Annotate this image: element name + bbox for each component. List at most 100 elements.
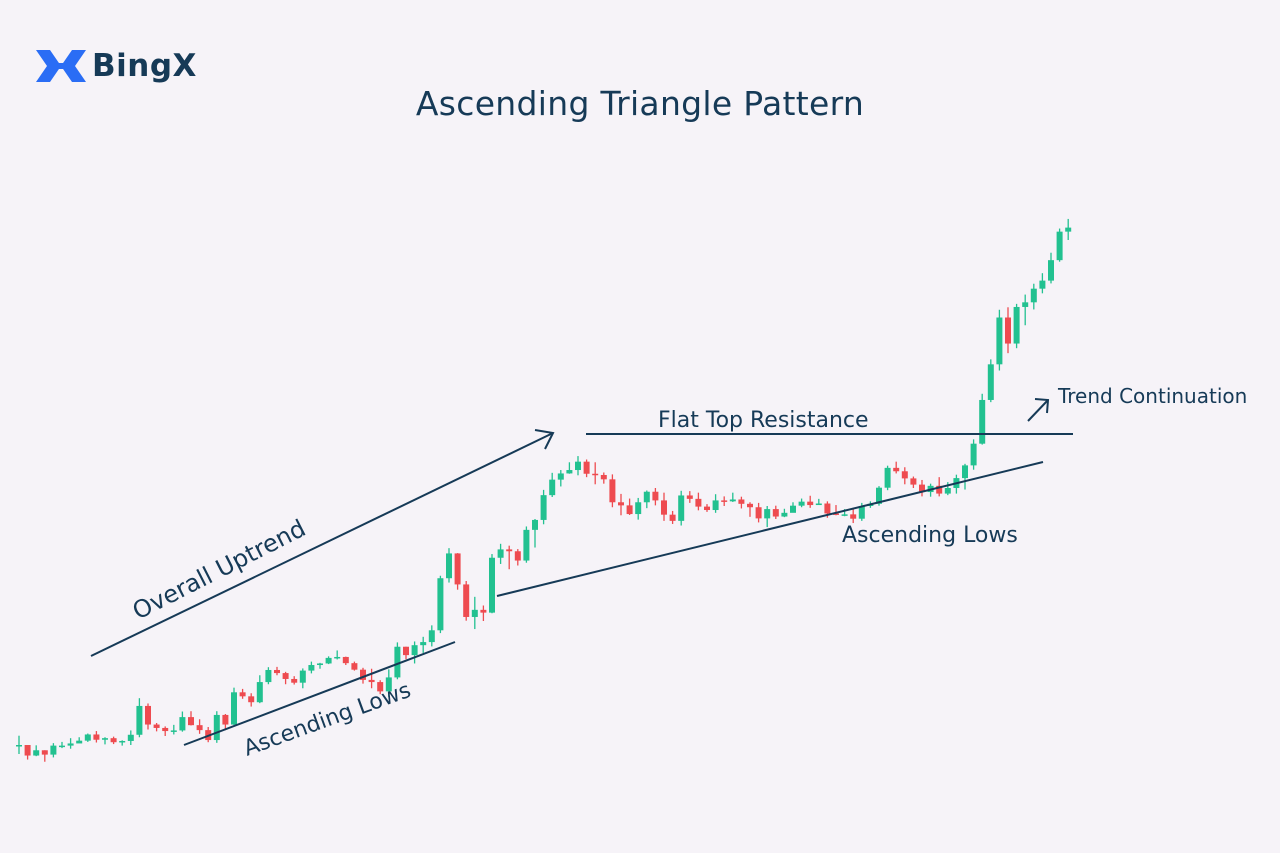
candle <box>609 474 616 508</box>
candle <box>145 703 151 730</box>
candle-body <box>841 514 848 516</box>
candle <box>893 461 900 474</box>
candle-body <box>385 677 392 692</box>
candle <box>24 745 31 760</box>
candle-body <box>1065 227 1072 232</box>
candle-body <box>910 478 917 485</box>
candle <box>377 680 384 695</box>
candle <box>532 519 538 548</box>
candle-body <box>84 734 91 741</box>
candle-body <box>824 503 831 514</box>
candle-body <box>463 584 470 617</box>
candle <box>798 498 805 508</box>
candle-body <box>16 745 22 747</box>
candle-body <box>334 656 341 659</box>
candle-body <box>764 509 771 519</box>
candle-body <box>127 734 134 741</box>
candle <box>987 359 994 403</box>
candle <box>136 698 143 738</box>
candle-body <box>858 505 865 519</box>
candle <box>979 393 986 445</box>
candle <box>618 493 624 516</box>
candle <box>807 495 814 508</box>
candle-body <box>678 495 685 521</box>
candle-body <box>24 745 31 756</box>
candle-body <box>738 499 745 504</box>
candle-body <box>33 750 40 756</box>
candle <box>411 641 418 664</box>
candle-body <box>1039 280 1046 289</box>
candle <box>162 726 169 737</box>
candle <box>540 489 547 525</box>
candle <box>489 554 495 614</box>
candle <box>84 733 91 742</box>
candle <box>1065 218 1072 241</box>
candle-body <box>540 495 547 520</box>
candle <box>652 488 659 506</box>
candle <box>790 502 796 513</box>
candle-body <box>1005 317 1011 344</box>
candle <box>256 675 263 704</box>
candle-body <box>110 738 117 743</box>
candle-body <box>979 399 986 444</box>
candle-body <box>729 499 736 502</box>
candle-body <box>196 725 203 731</box>
candle-body <box>686 495 693 499</box>
candle <box>403 646 409 660</box>
candle <box>360 667 366 684</box>
candle <box>721 496 728 506</box>
candle-body <box>256 682 263 703</box>
candle-body <box>781 512 788 517</box>
candle-body <box>93 734 100 740</box>
candle <box>747 502 753 517</box>
candle-body <box>850 514 857 519</box>
candle-body <box>987 364 994 400</box>
candle <box>729 492 736 502</box>
bingx-logo: BingX <box>34 46 197 86</box>
candle <box>446 548 452 583</box>
candle-body <box>102 738 108 740</box>
candle <box>41 750 48 762</box>
candle-body <box>489 557 495 613</box>
candle-body <box>317 663 323 666</box>
candle-body <box>936 485 943 494</box>
candle-body <box>377 682 384 692</box>
candle <box>1022 294 1029 326</box>
candle <box>342 656 349 666</box>
candle <box>1056 228 1063 262</box>
candle <box>231 687 237 726</box>
candle <box>695 492 702 511</box>
candle-body <box>351 663 358 670</box>
candle-body <box>532 519 538 530</box>
candle-body <box>919 484 925 493</box>
candle-body <box>265 669 272 683</box>
candle-body <box>325 657 332 664</box>
candle-body <box>944 488 951 494</box>
candle <box>600 472 607 484</box>
candle-body <box>901 471 908 479</box>
candle <box>153 722 160 732</box>
candle <box>643 490 650 509</box>
candle-body <box>437 578 444 631</box>
candle-body <box>291 678 298 683</box>
brand-name: BingX <box>92 48 197 84</box>
candle <box>93 731 100 743</box>
candle-body <box>807 501 814 506</box>
candle <box>463 581 470 621</box>
candle-body <box>755 507 762 519</box>
candle <box>970 439 977 470</box>
candle-body <box>411 645 418 656</box>
candle-body <box>222 714 229 725</box>
candle-body <box>394 646 401 678</box>
candle-body <box>592 473 599 476</box>
candle <box>119 740 126 746</box>
candle-body <box>712 500 719 511</box>
candle-body <box>67 743 74 746</box>
candle-body <box>661 500 667 515</box>
candle <box>592 462 599 485</box>
candle <box>1005 307 1011 354</box>
candle <box>274 666 280 676</box>
candle <box>919 479 925 497</box>
candle <box>1013 303 1020 349</box>
candle <box>678 490 685 526</box>
